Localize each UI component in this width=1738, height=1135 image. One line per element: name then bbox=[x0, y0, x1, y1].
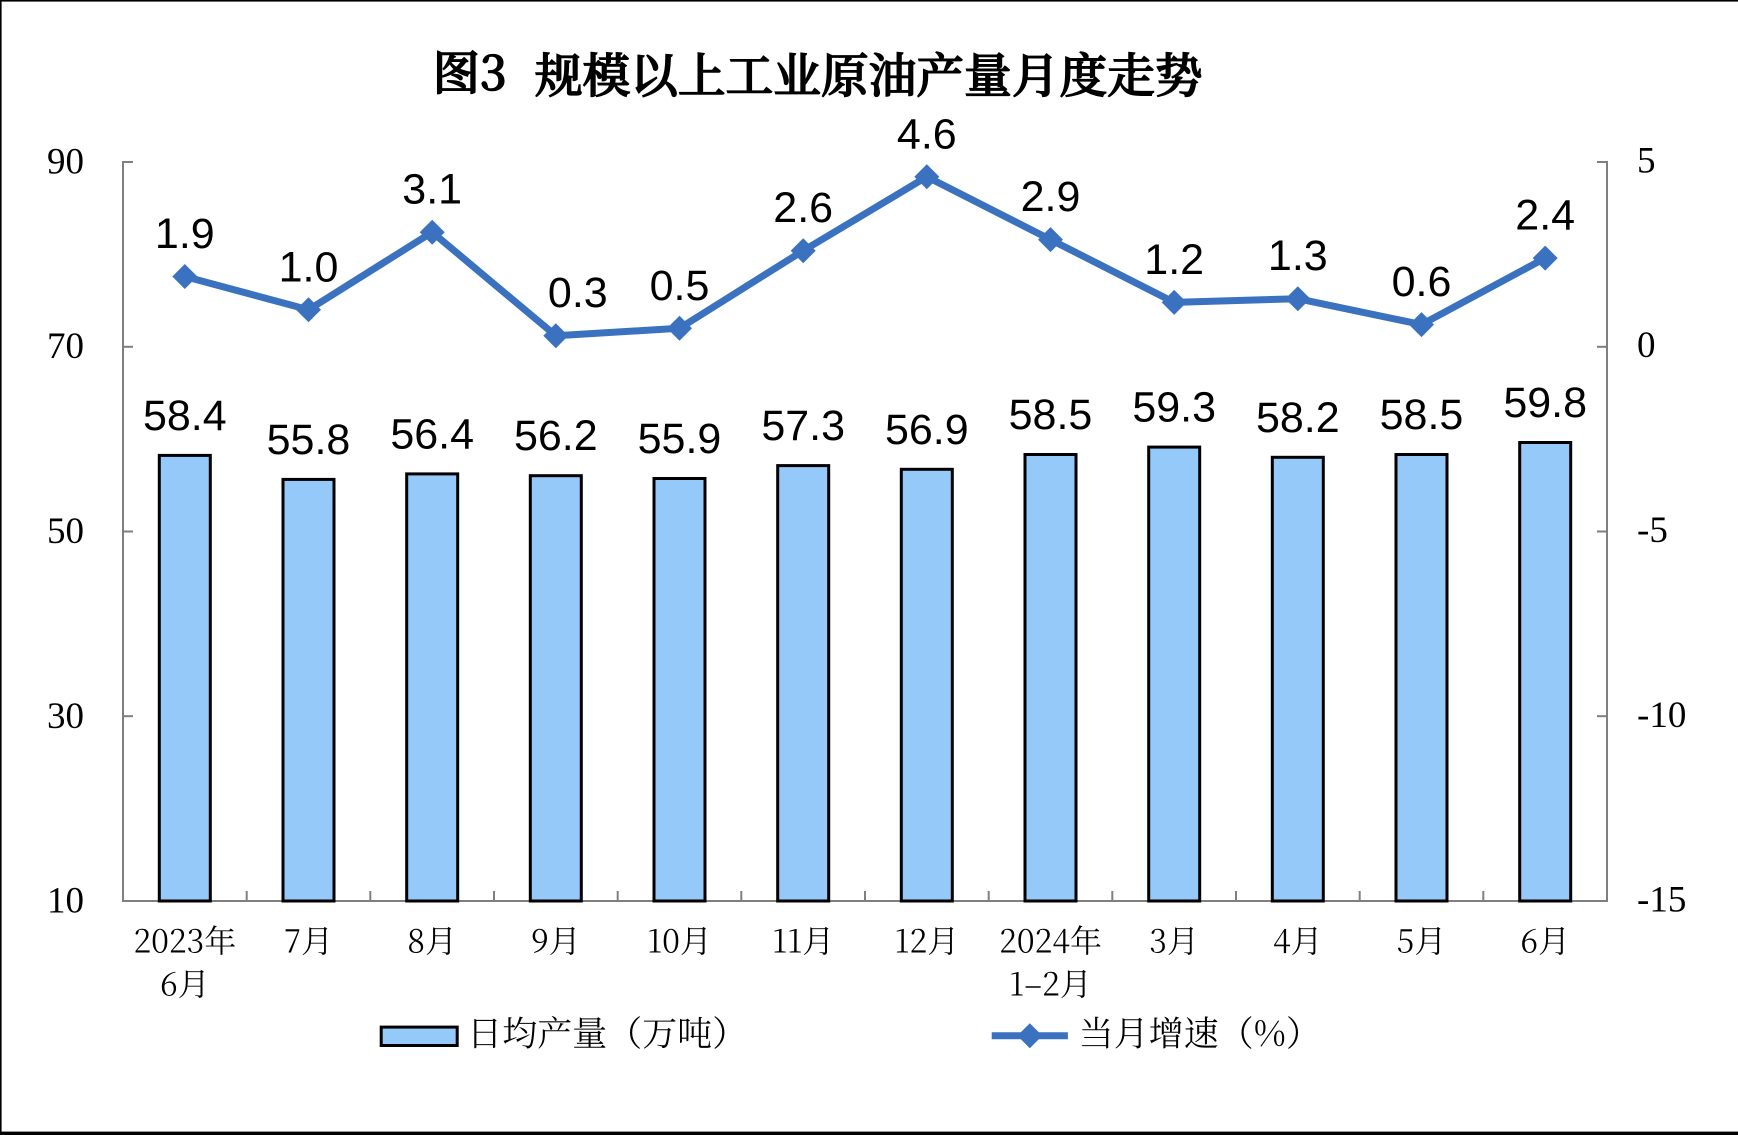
svg-text:59.8: 59.8 bbox=[1503, 379, 1587, 427]
svg-text:1.9: 1.9 bbox=[155, 210, 215, 258]
svg-text:2.6: 2.6 bbox=[773, 184, 833, 232]
svg-text:-5: -5 bbox=[1637, 510, 1668, 551]
svg-text:30: 30 bbox=[47, 696, 84, 737]
svg-text:-15: -15 bbox=[1637, 880, 1686, 921]
svg-text:1.2: 1.2 bbox=[1144, 236, 1204, 284]
svg-text:50: 50 bbox=[47, 511, 84, 552]
svg-text:58.2: 58.2 bbox=[1256, 394, 1340, 442]
svg-text:3.1: 3.1 bbox=[402, 166, 462, 214]
svg-text:5: 5 bbox=[1637, 141, 1656, 182]
svg-text:1.3: 1.3 bbox=[1268, 232, 1328, 280]
svg-text:90: 90 bbox=[47, 142, 84, 183]
svg-text:57.3: 57.3 bbox=[761, 402, 845, 450]
svg-text:58.5: 58.5 bbox=[1009, 391, 1093, 439]
svg-text:2.9: 2.9 bbox=[1021, 173, 1081, 221]
svg-text:-10: -10 bbox=[1637, 695, 1686, 736]
svg-text:10: 10 bbox=[47, 881, 84, 922]
svg-text:56.4: 56.4 bbox=[390, 410, 474, 458]
svg-text:0.3: 0.3 bbox=[548, 269, 608, 317]
svg-text:55.8: 55.8 bbox=[267, 416, 351, 464]
svg-text:58.5: 58.5 bbox=[1380, 391, 1464, 439]
svg-text:0: 0 bbox=[1637, 325, 1656, 366]
svg-text:58.4: 58.4 bbox=[143, 392, 227, 440]
svg-text:1.0: 1.0 bbox=[279, 243, 339, 291]
svg-text:0.6: 0.6 bbox=[1392, 258, 1452, 306]
svg-text:56.2: 56.2 bbox=[514, 412, 598, 460]
svg-text:4.6: 4.6 bbox=[897, 110, 957, 158]
svg-text:55.9: 55.9 bbox=[638, 415, 722, 463]
svg-text:59.3: 59.3 bbox=[1132, 384, 1216, 432]
svg-text:0.5: 0.5 bbox=[650, 262, 710, 310]
svg-text:56.9: 56.9 bbox=[885, 406, 969, 454]
svg-text:70: 70 bbox=[47, 326, 84, 367]
svg-text:2.4: 2.4 bbox=[1515, 192, 1575, 240]
